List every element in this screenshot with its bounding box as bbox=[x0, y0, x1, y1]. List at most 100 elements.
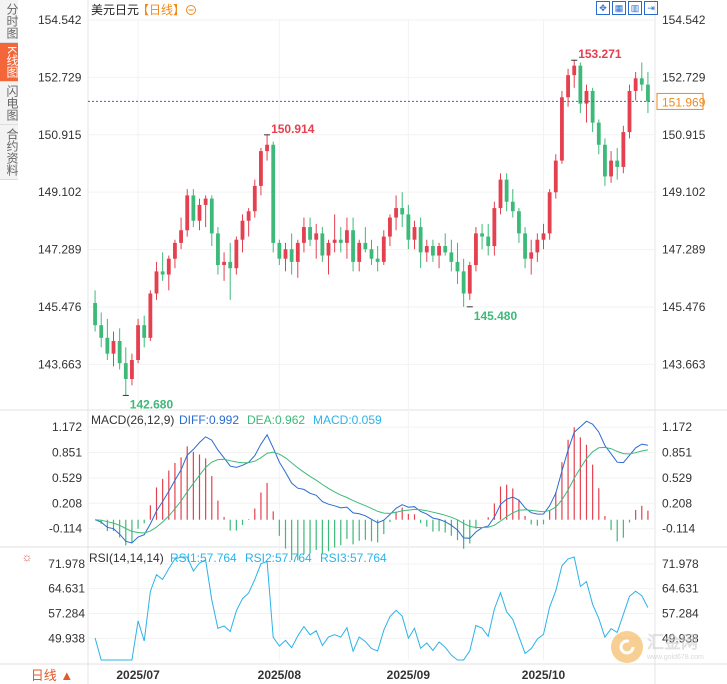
candle-body bbox=[345, 230, 349, 243]
rsi-tick-right: 57.284 bbox=[662, 606, 699, 620]
candle-body bbox=[541, 233, 546, 240]
candle-body bbox=[117, 341, 122, 364]
candle-body bbox=[467, 265, 472, 294]
price-tick-left: 145.476 bbox=[38, 300, 82, 314]
candle-body bbox=[449, 252, 454, 262]
candle-body bbox=[136, 325, 140, 360]
candle-body bbox=[357, 242, 362, 262]
price-tick-left: 150.915 bbox=[38, 128, 82, 142]
rsi2-label: RSI2:57.764 bbox=[245, 551, 312, 565]
candle-body bbox=[381, 236, 386, 262]
macd-tick-left: 0.851 bbox=[52, 446, 82, 460]
candle-body bbox=[351, 230, 355, 262]
candle-body bbox=[283, 249, 288, 259]
price-tick-right: 154.542 bbox=[662, 13, 706, 27]
candle-body bbox=[246, 211, 251, 221]
rsi-tick-left: 57.284 bbox=[48, 606, 85, 620]
candle-body bbox=[234, 239, 239, 269]
candle-body bbox=[332, 239, 337, 243]
macd-dea-label: DEA:0.962 bbox=[247, 413, 305, 427]
candle-body bbox=[265, 144, 269, 152]
candle-body bbox=[639, 78, 644, 85]
tab-contract-info[interactable]: 合约资料 bbox=[0, 125, 19, 181]
candle-body bbox=[216, 233, 220, 266]
candle-body bbox=[222, 261, 226, 266]
candle-body bbox=[566, 75, 570, 98]
tab-time-sharing[interactable]: 分时图 bbox=[0, 0, 19, 43]
candle-body bbox=[363, 242, 368, 250]
watermark-text: 汇金网 bbox=[647, 632, 698, 652]
candle-body bbox=[553, 160, 558, 193]
candle-body bbox=[633, 78, 638, 91]
price-tick-right: 147.289 bbox=[662, 243, 706, 257]
macd-tick-right: -0.114 bbox=[662, 522, 695, 536]
watermark-logo: 汇金网 www.gold678.com bbox=[611, 627, 723, 667]
macd-tick-right: 0.208 bbox=[662, 496, 692, 510]
candle-body bbox=[99, 325, 104, 338]
indicator-settings-icon[interactable]: ☼ bbox=[21, 550, 33, 564]
candle-body bbox=[105, 337, 110, 354]
candle-body bbox=[166, 258, 171, 275]
grid-icon[interactable]: ▦ bbox=[612, 1, 626, 15]
candle-body bbox=[627, 90, 632, 133]
candle-body bbox=[259, 151, 263, 186]
rsi-label: RSI(14,14,14) bbox=[89, 551, 164, 565]
chart-toolbar: ✥ ▦ ▥ ⇥ bbox=[596, 1, 658, 15]
candle-body bbox=[314, 233, 319, 240]
candle-body bbox=[308, 227, 312, 240]
macd-tick-right: 1.172 bbox=[662, 420, 692, 434]
macd-diff-label: DIFF:0.992 bbox=[179, 413, 239, 427]
rsi-tick-left: 49.938 bbox=[48, 631, 85, 645]
candle-body bbox=[609, 160, 613, 177]
candle-body bbox=[486, 236, 491, 247]
last-price-label: 151.969 bbox=[662, 95, 706, 109]
period-select-button[interactable]: 日线 ▲ bbox=[30, 668, 74, 683]
tab-kline[interactable]: K线图 bbox=[0, 43, 19, 83]
candle-body bbox=[209, 198, 214, 234]
candle-body bbox=[510, 201, 515, 212]
candle-body bbox=[154, 271, 159, 294]
macd-tick-right: 0.851 bbox=[662, 446, 692, 460]
candle-body bbox=[584, 90, 589, 104]
logo-icon bbox=[611, 631, 643, 663]
tab-flash-chart[interactable]: 闪电图 bbox=[0, 82, 19, 126]
price-tick-right: 149.102 bbox=[662, 185, 706, 199]
candle-body bbox=[480, 233, 484, 237]
candle-body bbox=[523, 233, 527, 259]
macd-label: MACD(26,12,9) bbox=[91, 413, 174, 427]
candle-body bbox=[252, 185, 257, 212]
price-tick-right: 152.729 bbox=[662, 70, 706, 84]
rsi-tick-right: 64.631 bbox=[662, 582, 699, 596]
candle-body bbox=[111, 341, 116, 354]
candle-body bbox=[203, 198, 208, 205]
bar-chart-icon[interactable]: ▥ bbox=[628, 1, 642, 15]
candle-body bbox=[130, 359, 134, 379]
candle-body bbox=[277, 242, 282, 259]
candle-body bbox=[191, 195, 196, 221]
rsi-tick-right: 49.938 bbox=[662, 631, 699, 645]
expand-icon[interactable]: ✥ bbox=[596, 1, 610, 15]
time-axis-label: 2025/08 bbox=[258, 668, 302, 682]
candle-body bbox=[461, 271, 466, 294]
candle-body bbox=[295, 242, 300, 262]
time-axis-label: 2025/09 bbox=[387, 668, 431, 682]
annotation-low: 142.680 bbox=[130, 397, 174, 411]
rsi-tick-left: 64.631 bbox=[48, 582, 85, 596]
macd-value-label: MACD:0.059 bbox=[313, 413, 382, 427]
price-tick-left: 143.663 bbox=[38, 357, 82, 371]
candle-body bbox=[455, 261, 460, 272]
candle-body bbox=[437, 246, 441, 256]
macd-dea-line bbox=[95, 446, 648, 534]
circle-minus-icon bbox=[186, 5, 196, 15]
price-tick-left: 154.542 bbox=[38, 13, 82, 27]
candle-body bbox=[394, 208, 398, 218]
side-tab-bar: 分时图 K线图 闪电图 合约资料 bbox=[0, 0, 19, 181]
candle-body bbox=[142, 325, 147, 338]
play-next-icon[interactable]: ⇥ bbox=[644, 1, 658, 15]
candle-body bbox=[492, 208, 497, 247]
watermark-url: www.gold678.com bbox=[647, 653, 704, 661]
candle-body bbox=[596, 122, 601, 145]
candle-body bbox=[271, 144, 276, 243]
candle-body bbox=[504, 179, 509, 202]
